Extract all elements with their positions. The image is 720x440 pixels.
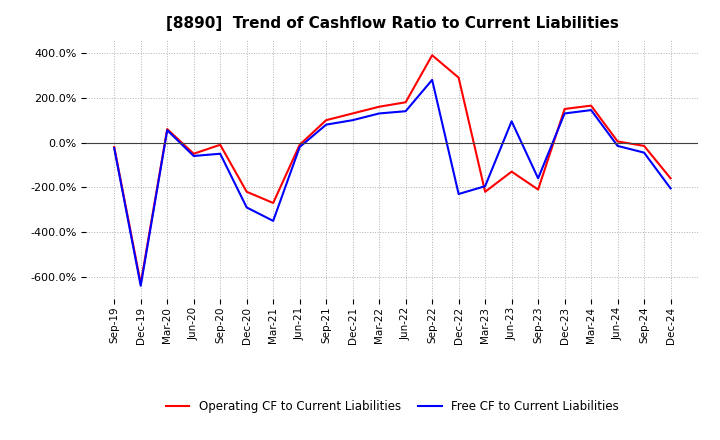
Operating CF to Current Liabilities [375, 104, 384, 110]
Operating CF to Current Liabilities [401, 99, 410, 105]
Operating CF to Current Liabilities [666, 176, 675, 181]
Free CF to Current Liabilities [587, 107, 595, 113]
Operating CF to Current Liabilities [243, 189, 251, 194]
Operating CF to Current Liabilities [640, 143, 649, 149]
Operating CF to Current Liabilities [163, 126, 171, 132]
Free CF to Current Liabilities [666, 186, 675, 191]
Operating CF to Current Liabilities [110, 144, 119, 150]
Free CF to Current Liabilities [189, 153, 198, 158]
Free CF to Current Liabilities [454, 191, 463, 197]
Operating CF to Current Liabilities [560, 106, 569, 112]
Operating CF to Current Liabilities [587, 103, 595, 108]
Operating CF to Current Liabilities [348, 111, 357, 116]
Operating CF to Current Liabilities [295, 142, 304, 147]
Operating CF to Current Liabilities [613, 139, 622, 144]
Operating CF to Current Liabilities [322, 117, 330, 123]
Free CF to Current Liabilities [243, 205, 251, 210]
Operating CF to Current Liabilities [534, 187, 542, 192]
Free CF to Current Liabilities [613, 143, 622, 149]
Free CF to Current Liabilities [295, 144, 304, 150]
Free CF to Current Liabilities [163, 128, 171, 133]
Operating CF to Current Liabilities [481, 189, 490, 194]
Free CF to Current Liabilities [110, 146, 119, 151]
Free CF to Current Liabilities [375, 111, 384, 116]
Free CF to Current Liabilities [401, 109, 410, 114]
Legend: Operating CF to Current Liabilities, Free CF to Current Liabilities: Operating CF to Current Liabilities, Fre… [161, 396, 624, 418]
Free CF to Current Liabilities [508, 119, 516, 124]
Free CF to Current Liabilities [322, 122, 330, 127]
Free CF to Current Liabilities [481, 183, 490, 189]
Free CF to Current Liabilities [269, 218, 277, 224]
Line: Operating CF to Current Liabilities: Operating CF to Current Liabilities [114, 55, 670, 283]
Operating CF to Current Liabilities [428, 53, 436, 58]
Free CF to Current Liabilities [428, 77, 436, 83]
Operating CF to Current Liabilities [189, 151, 198, 156]
Operating CF to Current Liabilities [454, 75, 463, 80]
Free CF to Current Liabilities [560, 111, 569, 116]
Free CF to Current Liabilities [534, 176, 542, 181]
Operating CF to Current Liabilities [216, 142, 225, 147]
Operating CF to Current Liabilities [136, 281, 145, 286]
Title: [8890]  Trend of Cashflow Ratio to Current Liabilities: [8890] Trend of Cashflow Ratio to Curren… [166, 16, 618, 32]
Operating CF to Current Liabilities [269, 200, 277, 205]
Free CF to Current Liabilities [640, 150, 649, 155]
Line: Free CF to Current Liabilities: Free CF to Current Liabilities [114, 80, 670, 286]
Free CF to Current Liabilities [348, 117, 357, 123]
Operating CF to Current Liabilities [508, 169, 516, 174]
Free CF to Current Liabilities [136, 283, 145, 288]
Free CF to Current Liabilities [216, 151, 225, 156]
